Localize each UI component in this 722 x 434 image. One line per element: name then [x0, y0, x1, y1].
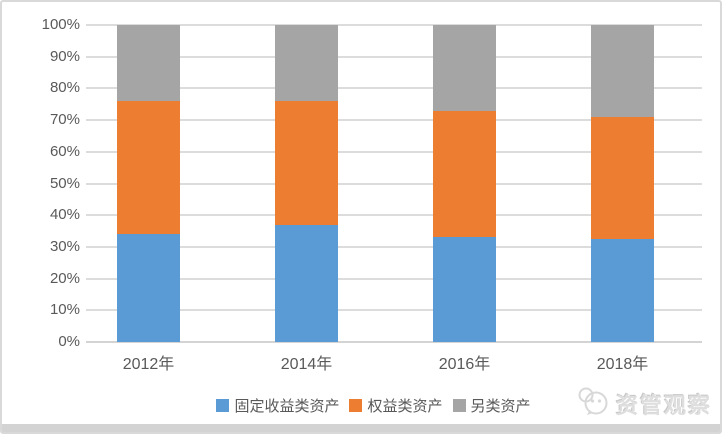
y-tick-label-70%: 70%: [49, 111, 80, 129]
bar-segment-2012年-另类资产: [117, 25, 180, 102]
watermark: 资管观察: [576, 385, 712, 422]
gridline-80%: [86, 87, 702, 90]
gridline-20%: [86, 277, 702, 280]
legend-swatch-icon: [216, 399, 230, 412]
x-tick-label-2016年: 2016年: [438, 356, 491, 373]
bar-segment-2014年-固定收益类资产: [275, 224, 338, 342]
gridline-10%: [86, 309, 702, 312]
gridline-60%: [86, 150, 702, 153]
chat-bubbles-logo-icon: [576, 385, 612, 422]
bar-segment-2018年-另类资产: [591, 25, 654, 117]
x-tick-label-2012年: 2012年: [122, 356, 175, 373]
gridline-40%: [86, 214, 702, 217]
legend-label: 固定收益类资产: [234, 398, 340, 415]
y-tick-label-30%: 30%: [49, 237, 80, 255]
chart-legend: 固定收益类资产 权益类资产 另类资产: [27, 395, 720, 416]
bar-segment-2012年-固定收益类资产: [117, 234, 180, 342]
y-tick-label-20%: 20%: [49, 269, 80, 287]
bar-segment-2016年-固定收益类资产: [433, 237, 496, 342]
legend-item-另类资产: 另类资产: [452, 395, 531, 416]
y-tick-label-0%: 0%: [58, 333, 80, 350]
bar-segment-2018年-固定收益类资产: [591, 238, 654, 342]
y-tick-label-100%: 100%: [41, 16, 80, 33]
y-tick-label-50%: 50%: [49, 174, 80, 192]
gridline-100%: [86, 24, 702, 26]
gridline-30%: [86, 245, 702, 248]
y-tick-label-40%: 40%: [49, 206, 80, 224]
bar-2012年: [117, 25, 180, 342]
bar-2016年: [433, 25, 496, 342]
bar-2014年: [275, 25, 338, 342]
x-tick-label-2014年: 2014年: [280, 356, 333, 373]
legend-label: 另类资产: [470, 398, 531, 415]
gridline-90%: [86, 55, 702, 58]
y-tick-label-10%: 10%: [49, 301, 80, 319]
legend-item-权益类资产: 权益类资产: [349, 395, 443, 416]
bottom-divider: [2, 424, 720, 432]
gridline-70%: [86, 119, 702, 122]
bar-segment-2018年-权益类资产: [591, 116, 654, 239]
legend-swatch-icon: [349, 399, 363, 412]
y-tick-label-60%: 60%: [49, 142, 80, 160]
watermark-label: 资管观察: [615, 392, 712, 418]
gridline-50%: [86, 182, 702, 185]
legend-item-固定收益类资产: 固定收益类资产: [216, 395, 339, 416]
bar-segment-2014年-另类资产: [275, 25, 338, 102]
bar-segment-2012年-权益类资产: [117, 101, 180, 235]
legend-swatch-icon: [452, 399, 466, 412]
legend-label: 权益类资产: [367, 398, 443, 415]
y-tick-label-90%: 90%: [49, 47, 80, 65]
bar-segment-2016年-另类资产: [433, 25, 496, 111]
x-axis-line: [86, 341, 702, 343]
bar-2018年: [591, 25, 654, 342]
x-tick-label-2018年: 2018年: [596, 356, 649, 373]
y-tick-label-80%: 80%: [49, 79, 80, 97]
bar-segment-2014年-权益类资产: [275, 101, 338, 225]
bar-segment-2016年-权益类资产: [433, 110, 496, 238]
